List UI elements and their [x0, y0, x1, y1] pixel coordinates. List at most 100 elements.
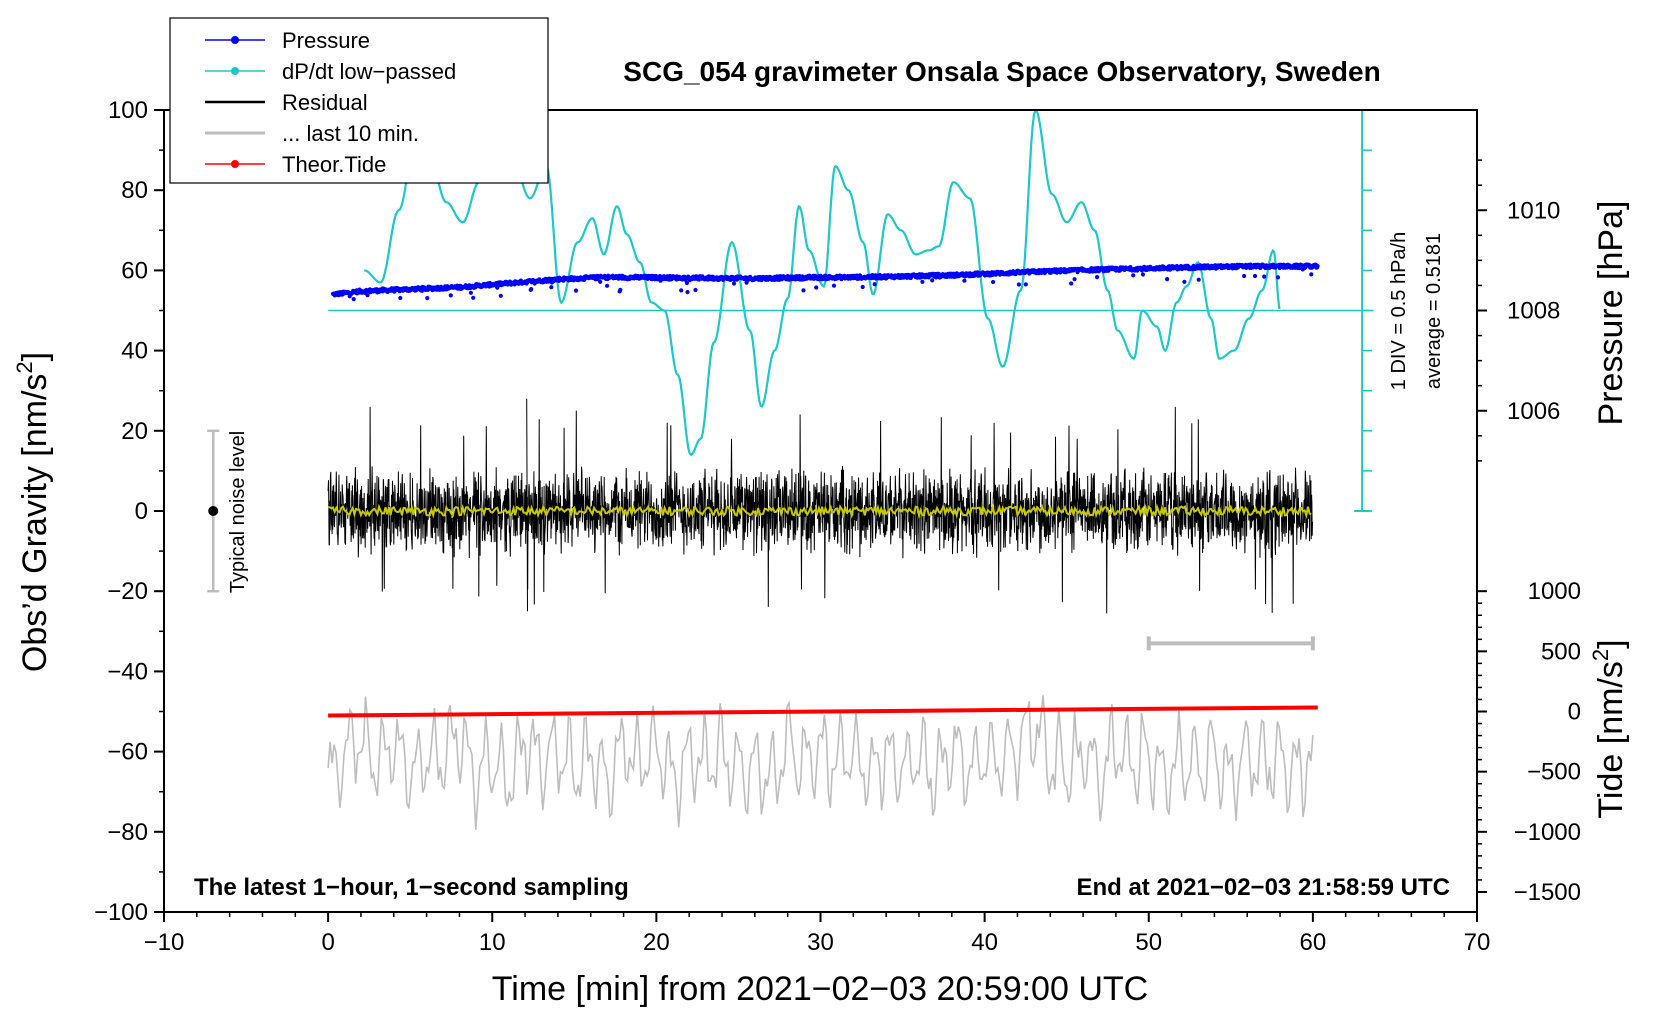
legend-label-last10: ... last 10 min.	[282, 121, 419, 146]
pressure-tick-label: 1006	[1507, 398, 1560, 425]
y-tick-label: 100	[108, 97, 148, 124]
y-axis-label-pressure: Pressure [hPa]	[1592, 201, 1630, 426]
y-axis-label-gravity-sup: 2	[12, 361, 37, 373]
y-axis-label-tide-close: ]	[1592, 639, 1630, 648]
pressure-point	[1262, 274, 1267, 279]
noise-level-label: Typical noise level	[227, 431, 249, 593]
y-tick-label: 40	[121, 338, 148, 365]
tide-tick-label: −1500	[1514, 879, 1581, 906]
legend-label-residual: Residual	[282, 90, 368, 115]
pressure-point	[684, 280, 690, 286]
pressure-point	[693, 287, 698, 293]
legend-entry-last10: ... last 10 min.	[205, 121, 419, 146]
axes-layer: −10 0 10 20 30 40 50 60 70−100−80−60−40−20020406…	[94, 97, 1581, 956]
x-tick-label: 20	[643, 929, 670, 956]
legend-label-pressure: Pressure	[282, 28, 370, 53]
y-tick-label: 80	[121, 177, 148, 204]
x-tick-label: 30	[807, 929, 834, 956]
pressure-point	[365, 293, 370, 298]
legend-box	[169, 17, 549, 184]
pressure-point	[1196, 277, 1201, 282]
pressure-point	[1252, 273, 1258, 279]
pressure-point	[1309, 272, 1314, 277]
ten-minute-bar	[1146, 636, 1315, 651]
legend: Pressure dP/dt low−passed Residual ... l…	[169, 17, 549, 184]
legend-label-dpdt: dP/dt low−passed	[282, 59, 456, 84]
pressure-scale-avg-label: average = 0.5181	[1423, 233, 1445, 389]
legend-marker-dpdt	[231, 67, 239, 75]
pressure-point	[573, 288, 579, 293]
pressure-point	[1131, 273, 1136, 278]
y-tick-label: 0	[135, 498, 148, 525]
noise-bar-center	[208, 506, 219, 516]
pressure-point	[425, 296, 430, 301]
x-axis-label: Time [min] from 2021−02−03 20:59:00 UTC	[492, 970, 1148, 1008]
pressure-point	[468, 290, 473, 295]
x-tick-label: 10	[479, 929, 506, 956]
pressure-point	[1072, 277, 1077, 282]
pressure-point	[814, 285, 819, 290]
legend-marker-tide	[231, 160, 239, 168]
y-axis-label-tide: Tide [nm/s2]	[1588, 639, 1630, 818]
legend-entry-pressure: Pressure	[205, 28, 370, 53]
pressure-point	[549, 285, 554, 290]
series-layer	[207, 108, 1374, 830]
x-tick-label: 0	[321, 929, 334, 956]
pressure-point	[920, 279, 925, 284]
pressure-point	[1242, 273, 1247, 279]
y-axis-label-tide-sup: 2	[1588, 649, 1613, 661]
y-axis-label-tide-text: Tide [nm/s	[1592, 661, 1630, 818]
residual-mean-line	[328, 503, 1312, 520]
tide-line	[328, 705, 1318, 718]
x-tick-label: 40	[971, 929, 998, 956]
x-tick-label: 60	[1300, 929, 1327, 956]
tide-tick-label: 500	[1541, 638, 1581, 665]
pressure-point	[398, 295, 403, 301]
pressure-point	[685, 290, 690, 295]
pressure-point	[1182, 279, 1187, 284]
pressure-point	[1016, 282, 1022, 287]
legend-label-tide: Theor.Tide	[282, 152, 386, 177]
legend-marker-pressure	[231, 36, 239, 44]
y-axis-label-gravity: Obs’d Gravity [nm/s2]	[12, 352, 54, 672]
pressure-point	[991, 279, 996, 285]
annotation-sampling: The latest 1−hour, 1−second sampling	[194, 874, 629, 901]
pressure-point	[1275, 275, 1281, 280]
pressure-point	[872, 282, 877, 287]
y-tick-label: −60	[107, 739, 148, 766]
last10-line	[327, 695, 1314, 830]
pressure-point	[598, 279, 603, 284]
x-tick-label: 50	[1135, 929, 1162, 956]
pressure-point	[1023, 282, 1028, 287]
pressure-point	[529, 287, 534, 292]
legend-entry-tide: Theor.Tide	[205, 152, 386, 177]
tide-tick-label: 0	[1568, 699, 1581, 726]
pressure-point	[498, 293, 503, 298]
pressure-scale-div-label: 1 DIV = 0.5 hPa/h	[1388, 232, 1410, 390]
legend-entry-dpdt: dP/dt low−passed	[205, 59, 456, 84]
pressure-point	[801, 288, 806, 293]
y-tick-label: −20	[107, 578, 148, 605]
tide-tick-label: 1000	[1528, 578, 1581, 605]
tide-tick-label: −1000	[1514, 819, 1581, 846]
y-axis-label-gravity-close: ]	[16, 352, 54, 361]
y-tick-label: 20	[121, 418, 148, 445]
x-tick-label: −10	[144, 929, 185, 956]
pressure-series	[330, 262, 1320, 302]
chart-title: SCG_054 gravimeter Onsala Space Observat…	[623, 56, 1380, 87]
pressure-point	[351, 297, 356, 302]
residual-line	[327, 398, 1313, 614]
pressure-point	[1165, 277, 1170, 282]
pressure-point	[731, 281, 737, 286]
x-tick-label: 70	[1464, 929, 1491, 956]
y-tick-label: −80	[107, 819, 148, 846]
pressure-point	[1140, 272, 1146, 277]
pressure-point	[679, 288, 684, 293]
y-tick-label: −40	[107, 658, 148, 685]
pressure-point	[448, 293, 453, 298]
pressure-point	[860, 284, 865, 290]
pressure-point	[471, 295, 476, 300]
pressure-point	[1315, 264, 1320, 269]
pressure-point	[831, 283, 837, 288]
